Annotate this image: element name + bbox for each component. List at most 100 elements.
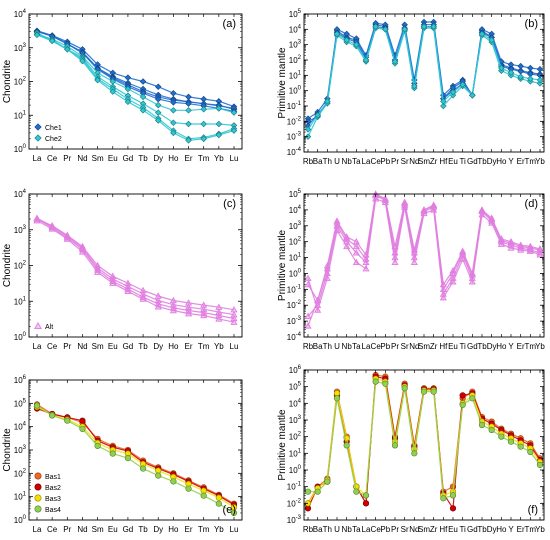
x-tick-label: Lu: [230, 154, 239, 163]
x-tick-label: Ce: [47, 154, 58, 163]
data-point: [139, 290, 147, 297]
data-point: [48, 37, 56, 45]
y-axis-title: Chondrite: [2, 428, 13, 472]
data-point: [139, 295, 147, 302]
x-tick-label: La: [362, 342, 371, 351]
y-tick-exponent: 2: [298, 55, 302, 61]
data-point: [79, 425, 86, 433]
y-tick-label: 100: [289, 268, 302, 278]
x-tick-label: Tm: [198, 342, 210, 351]
x-tick-label: Gd: [467, 342, 478, 351]
y-axis-title: Chondrite: [2, 59, 13, 103]
series-line: [308, 380, 541, 500]
data-point: [488, 36, 495, 44]
data-point: [78, 242, 87, 250]
y-tick-exponent: -3: [296, 132, 302, 138]
data-point: [536, 246, 544, 253]
x-tick-label: Ta: [352, 342, 361, 351]
x-tick-label: Zr: [430, 525, 438, 534]
x-tick-label: Rb: [303, 157, 314, 166]
x-tick-label: Th: [323, 342, 332, 351]
data-point: [170, 89, 177, 97]
data-point: [343, 442, 350, 449]
y-tick-exponent: 5: [23, 398, 27, 404]
x-tick-label: Sm: [92, 154, 104, 163]
y-tick-exponent: -2: [296, 116, 302, 122]
x-tick-label: Y: [508, 525, 514, 534]
y-tick-exponent: 3: [23, 445, 27, 451]
x-tick-label: Tb: [138, 525, 148, 534]
x-tick-label: Dy: [487, 342, 497, 351]
y-tick-label: 105: [14, 398, 27, 408]
x-tick-label: Tm: [198, 154, 210, 163]
data-point: [343, 235, 351, 242]
y-tick-label: 104: [289, 205, 302, 215]
x-tick-label: Tm: [525, 157, 537, 166]
y-tick-label: 10-1: [287, 284, 302, 294]
data-point: [124, 98, 132, 106]
y-tick-exponent: 4: [298, 398, 302, 404]
data-point: [536, 76, 544, 84]
data-point: [64, 46, 71, 53]
series-line: [307, 193, 541, 327]
y-tick-label: 10-1: [287, 101, 302, 111]
x-tick-label: Pb: [380, 157, 390, 166]
data-point: [517, 62, 524, 70]
x-tick-label: Tb: [138, 154, 148, 163]
x-tick-label: Er: [185, 342, 193, 351]
y-tick-label: 100: [289, 465, 302, 475]
data-point: [440, 102, 447, 110]
data-point: [230, 127, 238, 134]
data-point: [449, 269, 457, 277]
data-point: [170, 129, 177, 137]
x-tick-label: Dy: [487, 157, 497, 166]
data-point: [324, 478, 331, 485]
data-point: [154, 303, 162, 310]
data-point: [517, 73, 524, 81]
y-tick-label: 10-2: [287, 498, 302, 508]
y-tick-label: 105: [289, 382, 302, 392]
x-tick-label: La: [33, 525, 42, 534]
x-tick-label: La: [33, 154, 42, 163]
data-point: [430, 202, 438, 209]
data-point: [507, 244, 515, 251]
data-point: [468, 278, 476, 285]
x-tick-label: Nd: [77, 342, 87, 351]
x-tick-label: Sr: [401, 525, 409, 534]
plot-frame: [28, 193, 243, 338]
x-tick-label: Yb: [535, 157, 545, 166]
data-point: [200, 106, 207, 113]
y-tick-exponent: 0: [298, 465, 302, 471]
y-tick-label: 100: [14, 515, 27, 525]
data-point: [154, 292, 162, 299]
panel-label: (c): [223, 198, 236, 210]
x-tick-label: Gd: [467, 157, 478, 166]
data-point: [94, 442, 101, 449]
data-point: [497, 236, 505, 244]
data-point: [230, 109, 238, 116]
data-point: [139, 93, 147, 101]
x-tick-label: Dy: [153, 154, 163, 163]
data-point: [304, 312, 312, 320]
legend-label: Bas3: [45, 496, 61, 503]
x-tick-label: Ta: [352, 525, 361, 534]
x-tick-label: Nd: [77, 154, 87, 163]
x-tick-label: Tb: [477, 342, 487, 351]
data-point: [382, 380, 389, 387]
y-tick-label: 104: [14, 9, 27, 19]
data-point: [124, 279, 132, 286]
data-point: [304, 126, 312, 133]
data-point: [109, 88, 116, 95]
y-tick-label: 103: [14, 43, 27, 53]
data-point: [507, 69, 515, 76]
data-point: [94, 261, 102, 269]
y-tick-exponent: 0: [298, 268, 302, 274]
data-point: [324, 98, 331, 105]
x-tick-label: La: [362, 157, 371, 166]
data-point: [411, 82, 418, 90]
y-tick-label: 102: [14, 468, 27, 478]
y-tick-exponent: 5: [298, 9, 302, 15]
y-tick-exponent: 2: [298, 237, 302, 243]
data-point: [185, 485, 192, 492]
